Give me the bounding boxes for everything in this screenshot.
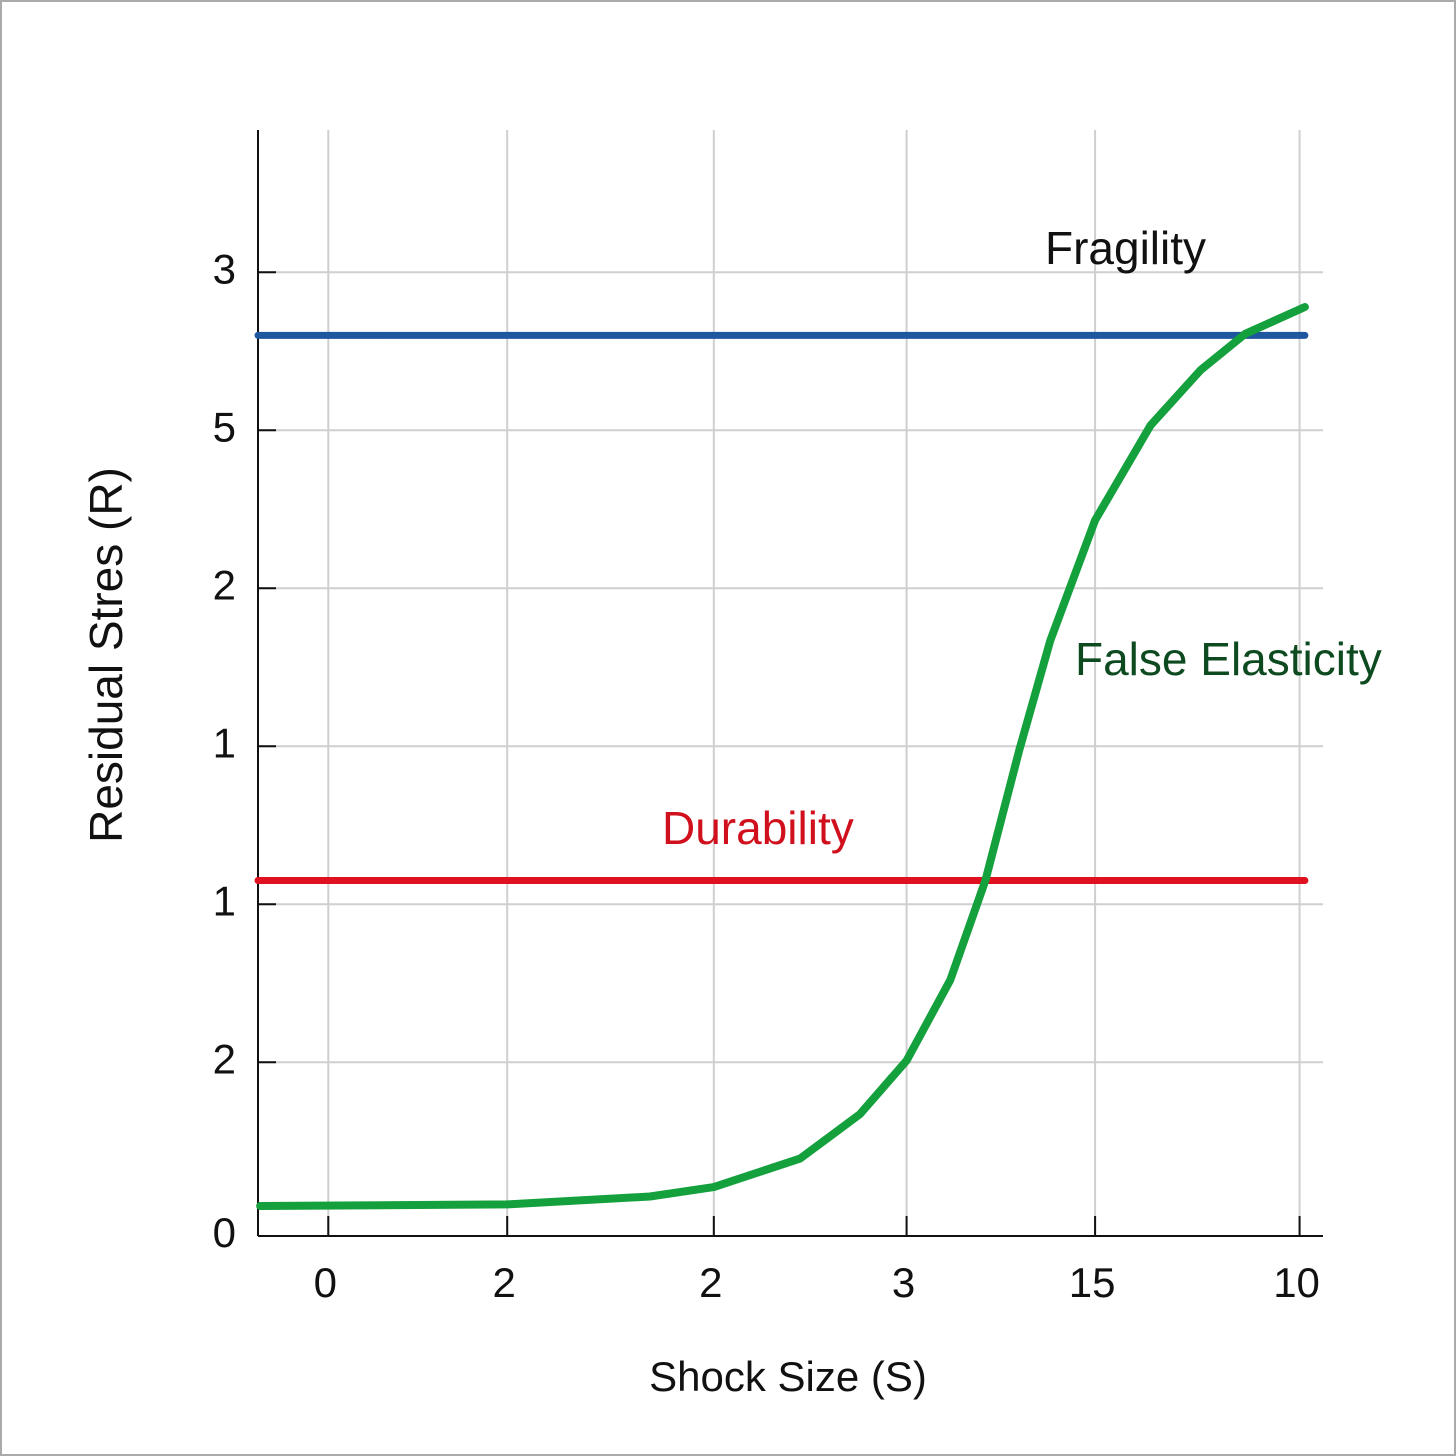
y-tick-label: 5 <box>213 403 236 450</box>
series-label: False Elasticity <box>1075 633 1382 685</box>
y-tick-label: 1 <box>213 719 236 766</box>
y-tick-label: 0 <box>213 1209 236 1256</box>
x-tick-label: 10 <box>1273 1259 1320 1306</box>
y-tick-label: 2 <box>213 561 236 608</box>
series-label: Durability <box>662 802 854 854</box>
series-label: Fragility <box>1045 222 1206 274</box>
y-tick-label: 3 <box>213 245 236 292</box>
x-tick-label: 2 <box>493 1259 516 1306</box>
y-axis-label: Residual Stres (R) <box>80 467 132 843</box>
y-tick-label: 2 <box>213 1035 236 1082</box>
series-line <box>256 302 1309 1210</box>
x-axis-label: Shock Size (S) <box>649 1353 927 1400</box>
x-tick-label: 3 <box>892 1259 915 1306</box>
x-tick-label: 2 <box>699 1259 722 1306</box>
x-tick-label: 15 <box>1069 1259 1116 1306</box>
y-tick-label: 1 <box>213 877 236 924</box>
x-tick-label: 0 <box>314 1259 337 1306</box>
